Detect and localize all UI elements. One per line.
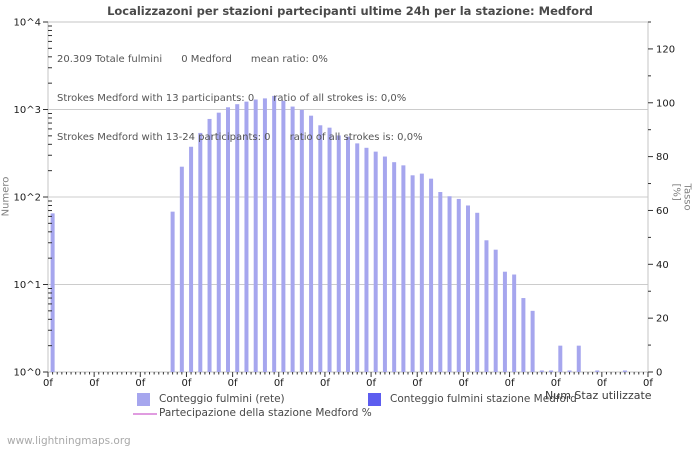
stats-line-13-24: Strokes Medford with 13-24 participants:…: [57, 132, 423, 143]
bar: [244, 101, 249, 372]
x-tick-label: 0f: [643, 378, 653, 389]
bar: [355, 143, 360, 372]
y-left-tick-label: 10^0: [14, 368, 41, 379]
bar: [226, 107, 230, 372]
x-tick-label: 0f: [597, 378, 607, 389]
watermark-url: www.lightningmaps.org: [7, 435, 131, 447]
bar: [419, 173, 424, 372]
legend-swatch-participation-line: [133, 413, 157, 415]
bar: [299, 109, 304, 372]
y-right-tick-label: 20: [656, 314, 669, 325]
legend-label-network-bars: Conteggio fulmini (rete): [159, 393, 285, 405]
bar: [512, 274, 517, 372]
y-right-tick-label: 60: [656, 206, 669, 217]
bar: [539, 370, 544, 372]
bar: [530, 310, 535, 372]
bar: [475, 212, 480, 372]
bar: [576, 345, 581, 372]
stats-annotation: 20.309 Totale fulmini 0 Medford mean rat…: [57, 27, 423, 170]
y-left-tick-label: 10^4: [14, 18, 41, 29]
bar: [567, 370, 572, 372]
bar: [272, 95, 277, 373]
x-tick-label: 0f: [182, 378, 192, 389]
bar: [484, 240, 489, 372]
x-tick-label: 0f: [228, 378, 238, 389]
bar: [622, 370, 627, 372]
legend-swatch-network-bars: [137, 393, 150, 406]
bar: [456, 198, 461, 372]
bar: [521, 298, 526, 372]
stats-line-13: Strokes Medford with 13 participants: 0 …: [57, 93, 407, 104]
y-right-tick-label: 120: [656, 44, 675, 55]
legend-swatch-station-bars: [368, 393, 381, 406]
x-tick-label: 0f: [505, 378, 515, 389]
x-tick-label: 0f: [89, 378, 99, 389]
legend-label-participation-line: Partecipazione della stazione Medford %: [159, 407, 372, 419]
y-axis-label-left: Numero: [0, 176, 12, 217]
bar: [235, 104, 240, 373]
x-tick-label: 0f: [366, 378, 376, 389]
y-left-tick-label: 10^3: [14, 105, 41, 116]
bar: [346, 136, 350, 372]
bar: [318, 125, 323, 372]
bar: [336, 135, 341, 372]
bar: [549, 370, 554, 372]
bar: [290, 106, 295, 372]
bar: [595, 370, 600, 372]
bar: [179, 166, 184, 372]
y-axis-label-right: Tasso [%]: [670, 183, 693, 211]
bar: [327, 127, 332, 372]
x-tick-label: 0f: [43, 378, 53, 389]
bar: [309, 115, 314, 372]
x-tick-label: 0f: [458, 378, 468, 389]
x-tick-label: 0f: [135, 378, 145, 389]
stats-line-total: 20.309 Totale fulmini 0 Medford mean rat…: [57, 54, 328, 65]
x-tick-label: 0f: [274, 378, 284, 389]
bar: [447, 196, 452, 372]
bar: [262, 98, 267, 372]
x-tick-label: 0f: [412, 378, 422, 389]
chart-title: Localizzazoni per stazioni partecipanti …: [107, 4, 593, 18]
x-tick-label: 0f: [320, 378, 330, 389]
bar: [401, 165, 406, 372]
y-right-tick-label: 80: [656, 152, 669, 163]
bar: [502, 271, 507, 372]
bar: [50, 213, 55, 372]
y-right-tick-label: 40: [656, 260, 669, 271]
x-axis-label: Num Staz utilizzate: [545, 389, 652, 402]
bar: [392, 162, 397, 372]
bar: [281, 100, 286, 372]
bar: [170, 211, 175, 372]
bar: [466, 205, 470, 372]
y-right-tick-label: 0: [656, 368, 662, 379]
x-tick-label: 0f: [551, 378, 561, 389]
bar: [410, 175, 415, 372]
bar: [429, 178, 434, 372]
bar: [364, 147, 369, 372]
bar: [438, 192, 443, 372]
bar: [373, 151, 378, 372]
bar: [189, 146, 194, 372]
bar: [253, 99, 258, 372]
legend-label-station-bars: Conteggio fulmini stazione Medford: [390, 393, 577, 405]
bar: [493, 249, 498, 372]
y-right-tick-label: 100: [656, 98, 675, 109]
bar: [382, 156, 387, 372]
bar: [198, 132, 203, 372]
y-left-tick-label: 10^1: [14, 280, 41, 291]
bar: [216, 112, 221, 372]
bar: [558, 345, 563, 372]
bar: [207, 118, 212, 373]
y-left-tick-label: 10^2: [14, 193, 41, 204]
